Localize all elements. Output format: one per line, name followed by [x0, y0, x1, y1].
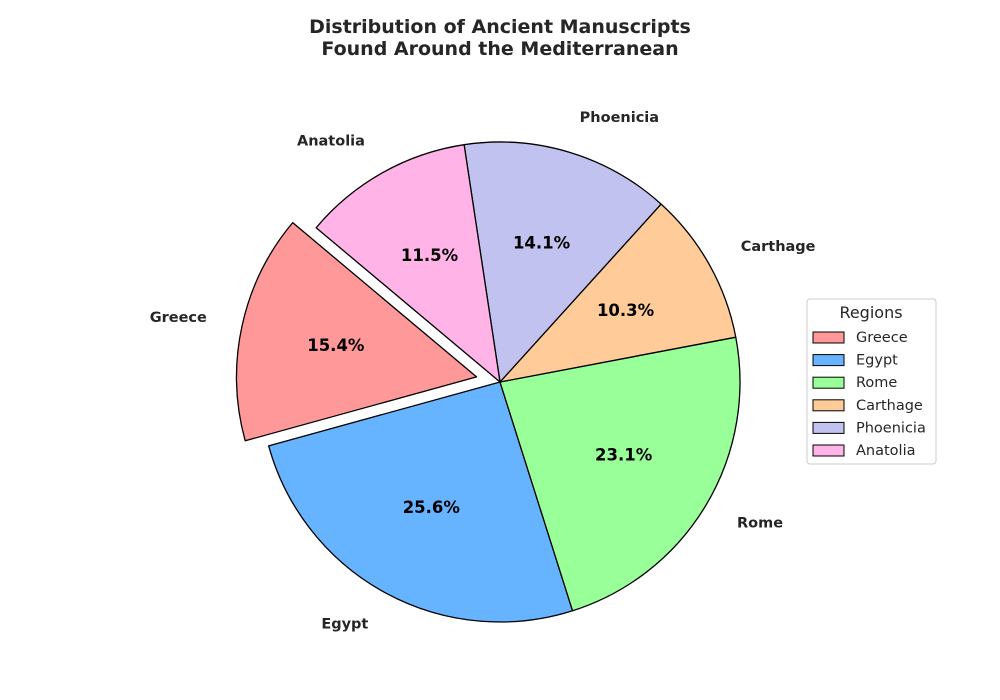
- pie-slice-rome: [499, 336, 741, 612]
- pie-slices: [235, 141, 741, 623]
- pie-slice-egypt: [268, 381, 574, 623]
- pie-slice-phoenicia: [463, 141, 662, 383]
- legend-swatch-phoenicia: [812, 421, 845, 434]
- chart-title-line-2: Found Around the Mediterranean: [321, 38, 678, 60]
- category-label-greece: Greece: [150, 310, 207, 326]
- category-label-anatolia: Anatolia: [297, 133, 365, 149]
- percentage-labels: 15.4% 25.6% 23.1% 10.3% 14.1% 11.5%: [307, 234, 654, 517]
- percentage-label-egypt: 25.6%: [403, 498, 461, 517]
- chart-title-line-1: Distribution of Ancient Manuscripts: [309, 16, 691, 38]
- legend-label-greece: Greece: [856, 330, 908, 346]
- legend-swatch-egypt: [812, 354, 845, 367]
- legend-label-phoenicia: Phoenicia: [856, 420, 926, 436]
- pie-slice-greece: [235, 221, 478, 442]
- legend-items: Greece Egypt Rome Carthage Phoenicia Anatolia: [812, 330, 926, 459]
- category-label-egypt: Egypt: [321, 617, 368, 633]
- category-label-rome: Rome: [737, 515, 783, 531]
- legend-label-egypt: Egypt: [856, 353, 898, 369]
- legend-swatch-rome: [812, 376, 845, 389]
- pie-slice-carthage: [499, 203, 737, 383]
- legend-swatch-carthage: [812, 399, 845, 412]
- legend-label-rome: Rome: [856, 375, 897, 391]
- category-label-phoenicia: Phoenicia: [580, 110, 659, 126]
- legend-swatch-greece: [812, 331, 845, 344]
- legend-swatch-anatolia: [812, 444, 845, 457]
- pie-slice-anatolia: [315, 144, 501, 383]
- percentage-label-anatolia: 11.5%: [401, 246, 459, 265]
- percentage-label-phoenicia: 14.1%: [513, 234, 571, 253]
- percentage-label-carthage: 10.3%: [597, 301, 655, 320]
- percentage-label-rome: 23.1%: [595, 445, 653, 464]
- category-labels: Greece Egypt Rome Carthage Phoenicia Anatolia: [150, 110, 816, 633]
- legend-label-carthage: Carthage: [856, 398, 923, 414]
- category-label-carthage: Carthage: [741, 239, 816, 255]
- legend: Regions Greece Egypt Rome Carthage Phoenicia…: [806, 298, 937, 465]
- legend-title: Regions: [839, 303, 902, 322]
- percentage-label-greece: 15.4%: [307, 336, 365, 355]
- legend-label-anatolia: Anatolia: [856, 443, 916, 459]
